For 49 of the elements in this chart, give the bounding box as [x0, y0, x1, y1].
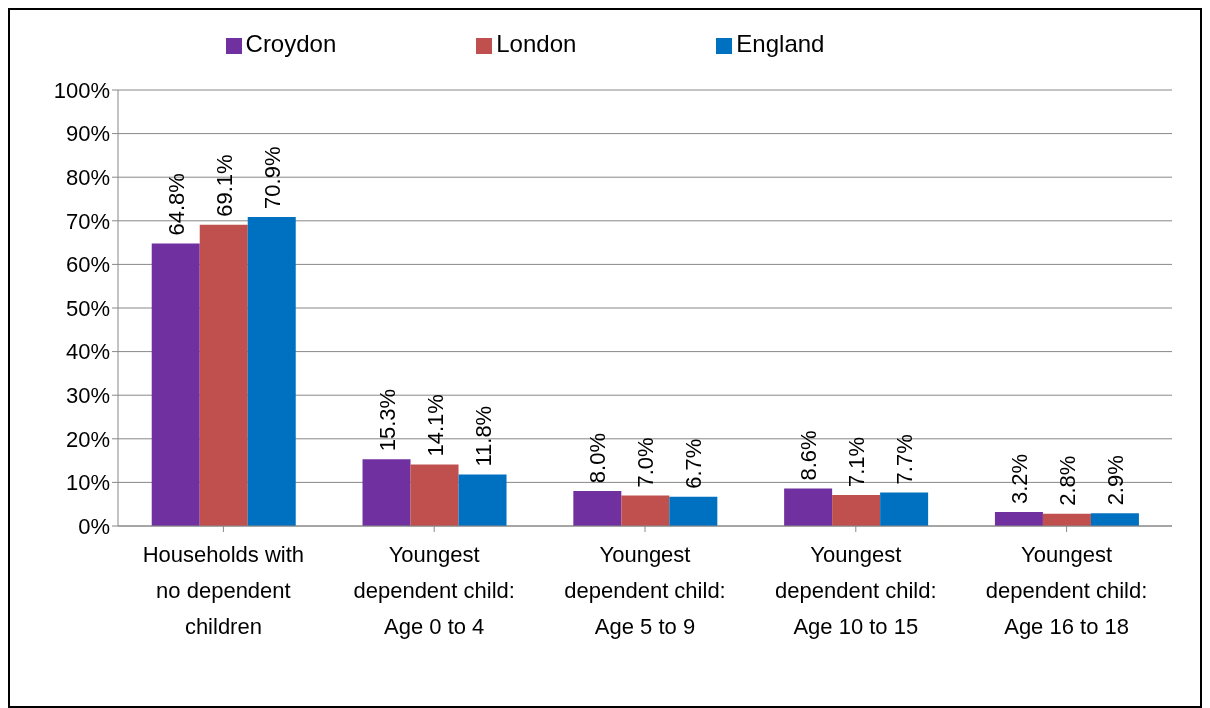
- y-tick-label: 100%: [53, 77, 110, 103]
- x-tick-label: Households with no dependent children: [142, 542, 305, 639]
- bar: [784, 488, 833, 526]
- data-label: 6.7%: [681, 438, 707, 489]
- data-label: 2.8%: [1054, 455, 1080, 506]
- data-label: 7.0%: [633, 437, 659, 488]
- bar: [247, 216, 296, 526]
- bar: [994, 512, 1043, 526]
- data-label: 69.1%: [211, 154, 237, 217]
- bar: [1090, 513, 1139, 526]
- data-label: 7.7%: [892, 434, 918, 485]
- bar: [410, 464, 459, 526]
- y-tick-label: 0%: [78, 513, 110, 539]
- bar: [880, 492, 929, 526]
- y-tick-label: 80%: [65, 165, 110, 191]
- bar: [621, 495, 670, 526]
- bar: [1042, 513, 1091, 526]
- data-label: 14.1%: [422, 394, 448, 457]
- data-label: 8.0%: [585, 432, 611, 484]
- y-tick-label: 40%: [65, 339, 110, 365]
- x-tick-label: Youngest dependent child: Age 16 to 18: [985, 542, 1148, 639]
- bar: [669, 496, 718, 526]
- y-tick-label: 90%: [65, 121, 110, 147]
- legend-label: England: [736, 30, 825, 57]
- y-tick-label: 70%: [65, 208, 110, 234]
- y-tick-label: 10%: [65, 470, 110, 496]
- y-tick-label: 30%: [65, 383, 110, 409]
- y-tick-label: 20%: [65, 426, 110, 452]
- bar: [151, 243, 200, 526]
- data-label: 64.8%: [163, 173, 189, 236]
- legend-label: Croydon: [245, 30, 337, 57]
- data-label: 7.1%: [844, 436, 870, 488]
- data-label: 70.9%: [259, 146, 285, 209]
- data-label: 3.2%: [1006, 453, 1032, 505]
- data-label: 8.6%: [796, 430, 822, 481]
- bar: [199, 224, 248, 526]
- data-label: 11.8%: [470, 405, 496, 467]
- bar: [362, 459, 411, 526]
- x-tick-label: Youngest dependent child: Age 5 to 9: [564, 542, 726, 639]
- data-label: 2.9%: [1102, 455, 1128, 506]
- y-tick-label: 50%: [65, 295, 110, 321]
- bar: [832, 495, 881, 526]
- bar: [458, 474, 507, 526]
- x-tick-label: Youngest dependent child: Age 0 to 4: [353, 542, 515, 639]
- bar: [573, 491, 622, 526]
- y-tick-label: 60%: [65, 252, 110, 278]
- legend-label: London: [496, 30, 577, 57]
- x-tick-label: Youngest dependent child: Age 10 to 15: [775, 542, 937, 639]
- data-label: 15.3%: [374, 388, 400, 452]
